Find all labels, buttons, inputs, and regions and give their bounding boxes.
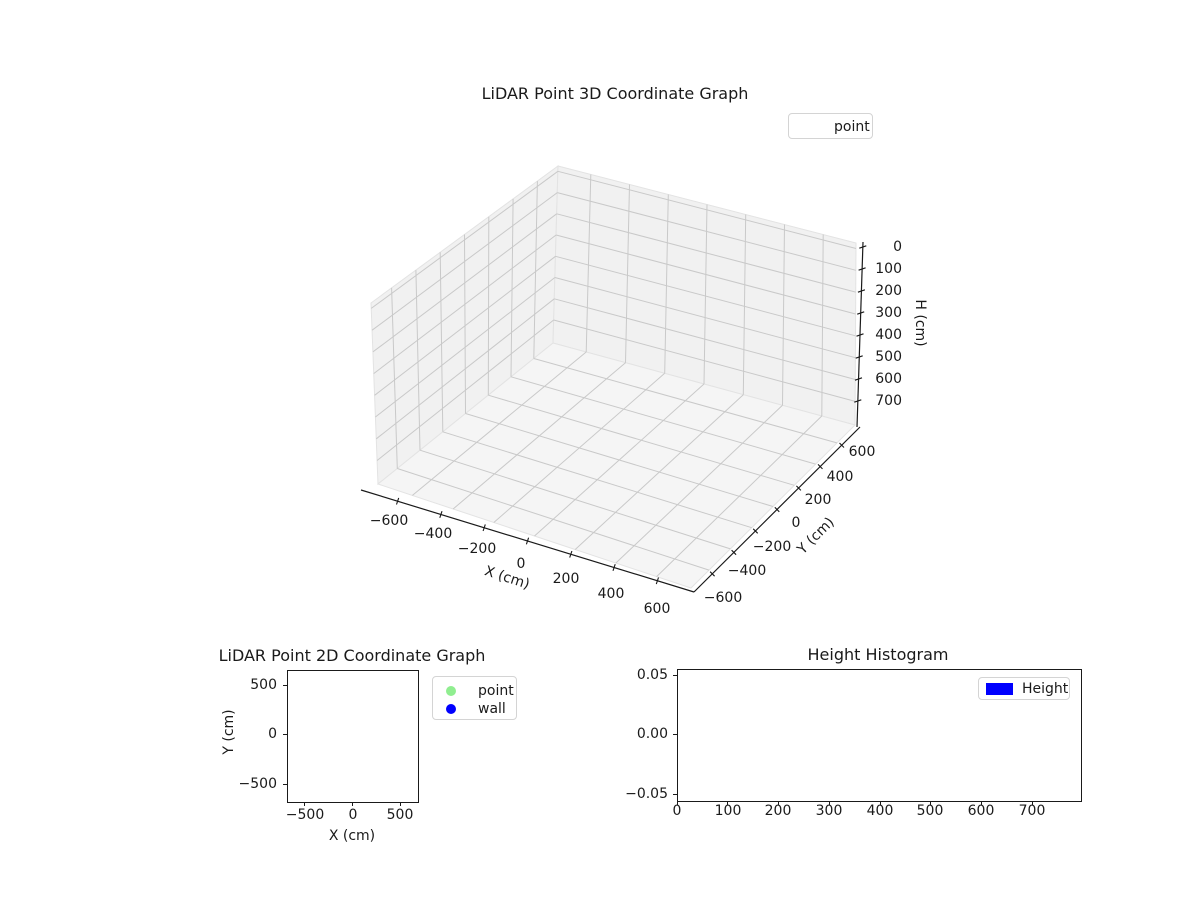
plot3d-legend-label-point: point (834, 119, 870, 135)
grid-3d (370, 170, 857, 577)
plot3d-legend: point (788, 113, 873, 139)
plot2d-y-tick-label: −500 (238, 776, 277, 792)
plot3d-z-tick-label: 300 (875, 305, 902, 321)
plot2d-x-axis-label: X (cm) (328, 828, 376, 844)
plot3d-x-tick-label: −600 (369, 513, 409, 529)
histogram-x-tickmark (1032, 801, 1033, 805)
histogram-x-tickmark (981, 801, 982, 805)
histogram-x-tickmark (677, 801, 678, 805)
plot3d-y-tick-label: 600 (848, 444, 876, 460)
plot2d-x-tick-label: 500 (386, 807, 414, 823)
plot2d-legend: point wall (432, 676, 517, 720)
plot2d-y-tick-label: 500 (250, 677, 277, 693)
plot3d-y-tick-label: 0 (791, 515, 801, 531)
wall-marker-icon (446, 704, 456, 714)
histogram-title: Height Histogram (807, 645, 949, 664)
plot3d-z-tick-label: 200 (875, 283, 902, 299)
histogram-x-tickmark (930, 801, 931, 805)
plot2d-legend-label-point: point (478, 683, 514, 699)
plot3d-x-tick-label: 0 (516, 556, 526, 572)
plot2d-x-tickmark (400, 802, 401, 806)
histogram-legend-label-height: Height (1022, 681, 1069, 697)
plot3d-x-tick-label: −200 (457, 541, 497, 557)
plot3d-z-tick-label: 0 (893, 239, 902, 255)
plot3d-z-axis-label: H (cm) (912, 299, 928, 347)
height-swatch-icon (986, 683, 1013, 695)
plot2d-x-tick-label: 0 (348, 807, 358, 823)
histogram-y-tick-label: 0.05 (636, 667, 668, 683)
histogram-y-tickmark (673, 675, 677, 676)
plot3d-x-tick-label: 400 (597, 586, 625, 602)
plot3d-y-tick-label: −200 (752, 539, 792, 555)
plot2d-y-tickmark (283, 734, 287, 735)
plot3d-y-tick-label: 200 (804, 492, 832, 508)
plot2d-y-tickmark (283, 685, 287, 686)
tickmarks-3d (395, 245, 867, 585)
histogram-y-tickmark (673, 794, 677, 795)
plot2d-y-axis-label: Y (cm) (221, 709, 237, 755)
histogram-y-tickmark (673, 734, 677, 735)
plot2d-x-tickmark (352, 802, 353, 806)
plot3d-y-tick-label: −600 (703, 590, 743, 606)
histogram-x-tick-label: 400 (866, 803, 894, 819)
plot3d-z-tick-label: 700 (875, 393, 902, 409)
plot3d-y-tick-label: 400 (826, 469, 854, 485)
plot3d-y-tick-label: −400 (727, 563, 767, 579)
plot2d-legend-label-wall: wall (478, 701, 506, 717)
plot3d-z-tick-label: 600 (875, 371, 902, 387)
plot3d-x-tick-label: −400 (413, 526, 453, 542)
plot2d-x-tickmark (304, 802, 305, 806)
histogram-y-tick-label: 0.00 (636, 726, 668, 742)
plot3d-title: LiDAR Point 3D Coordinate Graph (481, 84, 749, 103)
pane-floor (376, 342, 856, 589)
plot2d-y-tickmark (283, 784, 287, 785)
plot3d-z-tick-label: 100 (875, 261, 902, 277)
point-marker-icon (446, 686, 456, 696)
histogram-x-tickmark (880, 801, 881, 805)
histogram-x-tick-label: 200 (764, 803, 792, 819)
histogram-x-tick-label: 700 (1018, 803, 1046, 819)
histogram-x-tickmark (727, 801, 728, 805)
plot2d-y-tick-label: 0 (268, 726, 277, 742)
plot3d-x-tick-label: 600 (643, 601, 671, 617)
plot3d-x-tick-label: 200 (552, 571, 580, 587)
plot3d-z-tick-label: 500 (875, 349, 902, 365)
histogram-x-tickmark (778, 801, 779, 805)
plot3d-z-tick-label: 400 (875, 327, 902, 343)
plot2d-x-tick-label: −500 (285, 807, 325, 823)
histogram-x-tick-label: 600 (967, 803, 995, 819)
plot2d-axes-box (287, 670, 419, 803)
histogram-x-tick-label: 300 (815, 803, 843, 819)
histogram-y-tick-label: −0.05 (625, 786, 668, 802)
histogram-legend: Height (978, 677, 1070, 700)
histogram-x-tick-label: 500 (916, 803, 944, 819)
histogram-x-tick-label: 0 (672, 803, 682, 819)
histogram-x-tick-label: 100 (714, 803, 742, 819)
histogram-x-tickmark (829, 801, 830, 805)
plot2d-title: LiDAR Point 2D Coordinate Graph (218, 646, 486, 665)
